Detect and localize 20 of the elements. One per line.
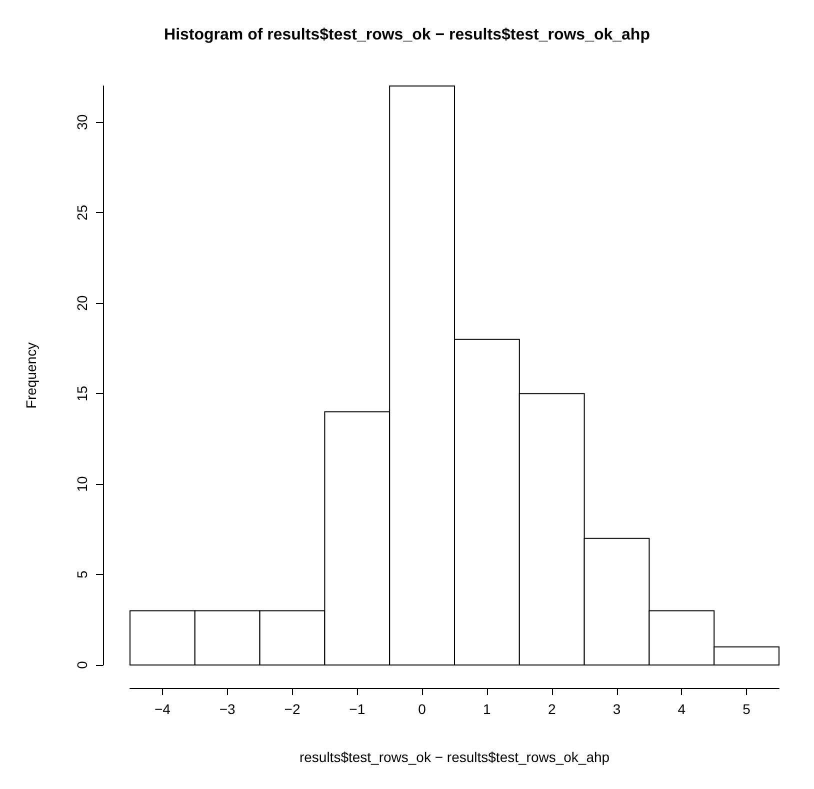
x-tick-label: −3	[219, 701, 236, 717]
x-tick-label: −1	[349, 701, 366, 717]
y-axis-title: Frequency	[23, 342, 39, 409]
y-tick-label: 0	[74, 660, 90, 669]
y-tick-label: 5	[74, 570, 90, 578]
y-tick-label: 25	[74, 204, 90, 220]
x-axis-title: results$test_rows_ok − results$test_rows_ok_ahp	[299, 749, 610, 765]
x-tick-label: 4	[678, 701, 686, 717]
x-tick-label: 2	[548, 701, 556, 717]
y-tick-label: 20	[74, 295, 90, 311]
chart-title: Histogram of results$test_rows_ok − results$test_rows_ok_ahp	[164, 26, 650, 44]
x-tick-label: −2	[284, 701, 300, 717]
x-tick-label: −4	[154, 701, 171, 717]
y-tick-label: 15	[74, 386, 90, 402]
x-tick-label: 0	[418, 701, 426, 717]
x-tick-label: 5	[742, 701, 751, 717]
x-tick-label: 1	[483, 701, 492, 717]
y-tick-label: 30	[74, 114, 90, 130]
y-tick-label: 10	[74, 476, 90, 492]
x-tick-label: 3	[612, 701, 621, 717]
